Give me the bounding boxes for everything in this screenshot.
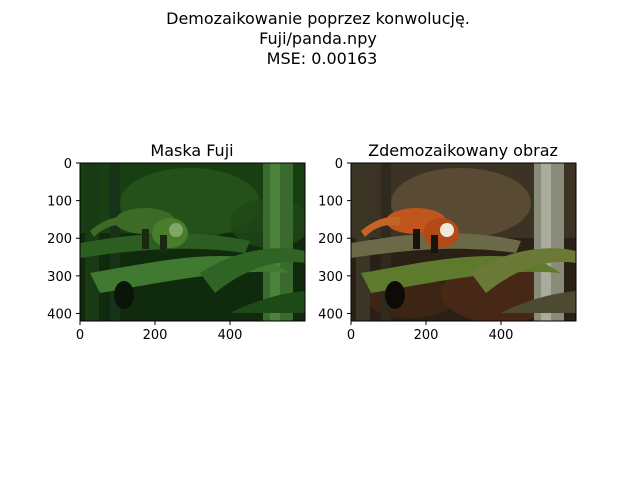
ytick-label-right-200: 200 (318, 232, 343, 247)
xtick-label-left-0: 0 (76, 328, 84, 343)
ytick-label-right-300: 300 (318, 270, 343, 285)
subplot-right: Zdemozaikowany obraz 0 200 400 0 100 200 300 40… (318, 141, 577, 343)
ytick-label-left-400: 400 (47, 307, 72, 322)
ytick-label-left-100: 100 (47, 195, 72, 210)
ytick-label-right-400: 400 (318, 307, 343, 322)
subplot-right-title: Zdemozaikowany obraz (368, 141, 558, 160)
axes-frame-left (79, 162, 306, 322)
xtick-label-right-0: 0 (347, 328, 355, 343)
axes-frame-right (350, 162, 577, 322)
xtick-label-right-400: 400 (489, 328, 514, 343)
ticks-right: 0 200 400 0 100 200 300 400 (318, 157, 513, 343)
suptitle-line-2: Fuji/panda.npy (259, 29, 377, 48)
ytick-label-right-100: 100 (318, 195, 343, 210)
suptitle-line-3: MSE: 0.00163 (267, 49, 378, 68)
ytick-label-right-0: 0 (335, 157, 343, 172)
xtick-label-right-200: 200 (414, 328, 439, 343)
ticks-left: 0 200 400 0 100 200 300 400 (47, 157, 242, 343)
image-fuji-mask (80, 163, 305, 321)
xtick-label-left-400: 400 (218, 328, 243, 343)
ytick-label-left-0: 0 (64, 157, 72, 172)
image-demosaiced (351, 163, 576, 321)
suptitle-line-1: Demozaikowanie poprzez konwolucję. (166, 9, 470, 28)
ytick-label-left-200: 200 (47, 232, 72, 247)
subplot-left: Maska Fuji 0 200 400 0 100 200 300 400 (47, 141, 306, 343)
ytick-label-left-300: 300 (47, 270, 72, 285)
xtick-label-left-200: 200 (143, 328, 168, 343)
suptitle: Demozaikowanie poprzez konwolucję. Fuji/… (166, 9, 470, 68)
subplot-left-title: Maska Fuji (150, 141, 233, 160)
